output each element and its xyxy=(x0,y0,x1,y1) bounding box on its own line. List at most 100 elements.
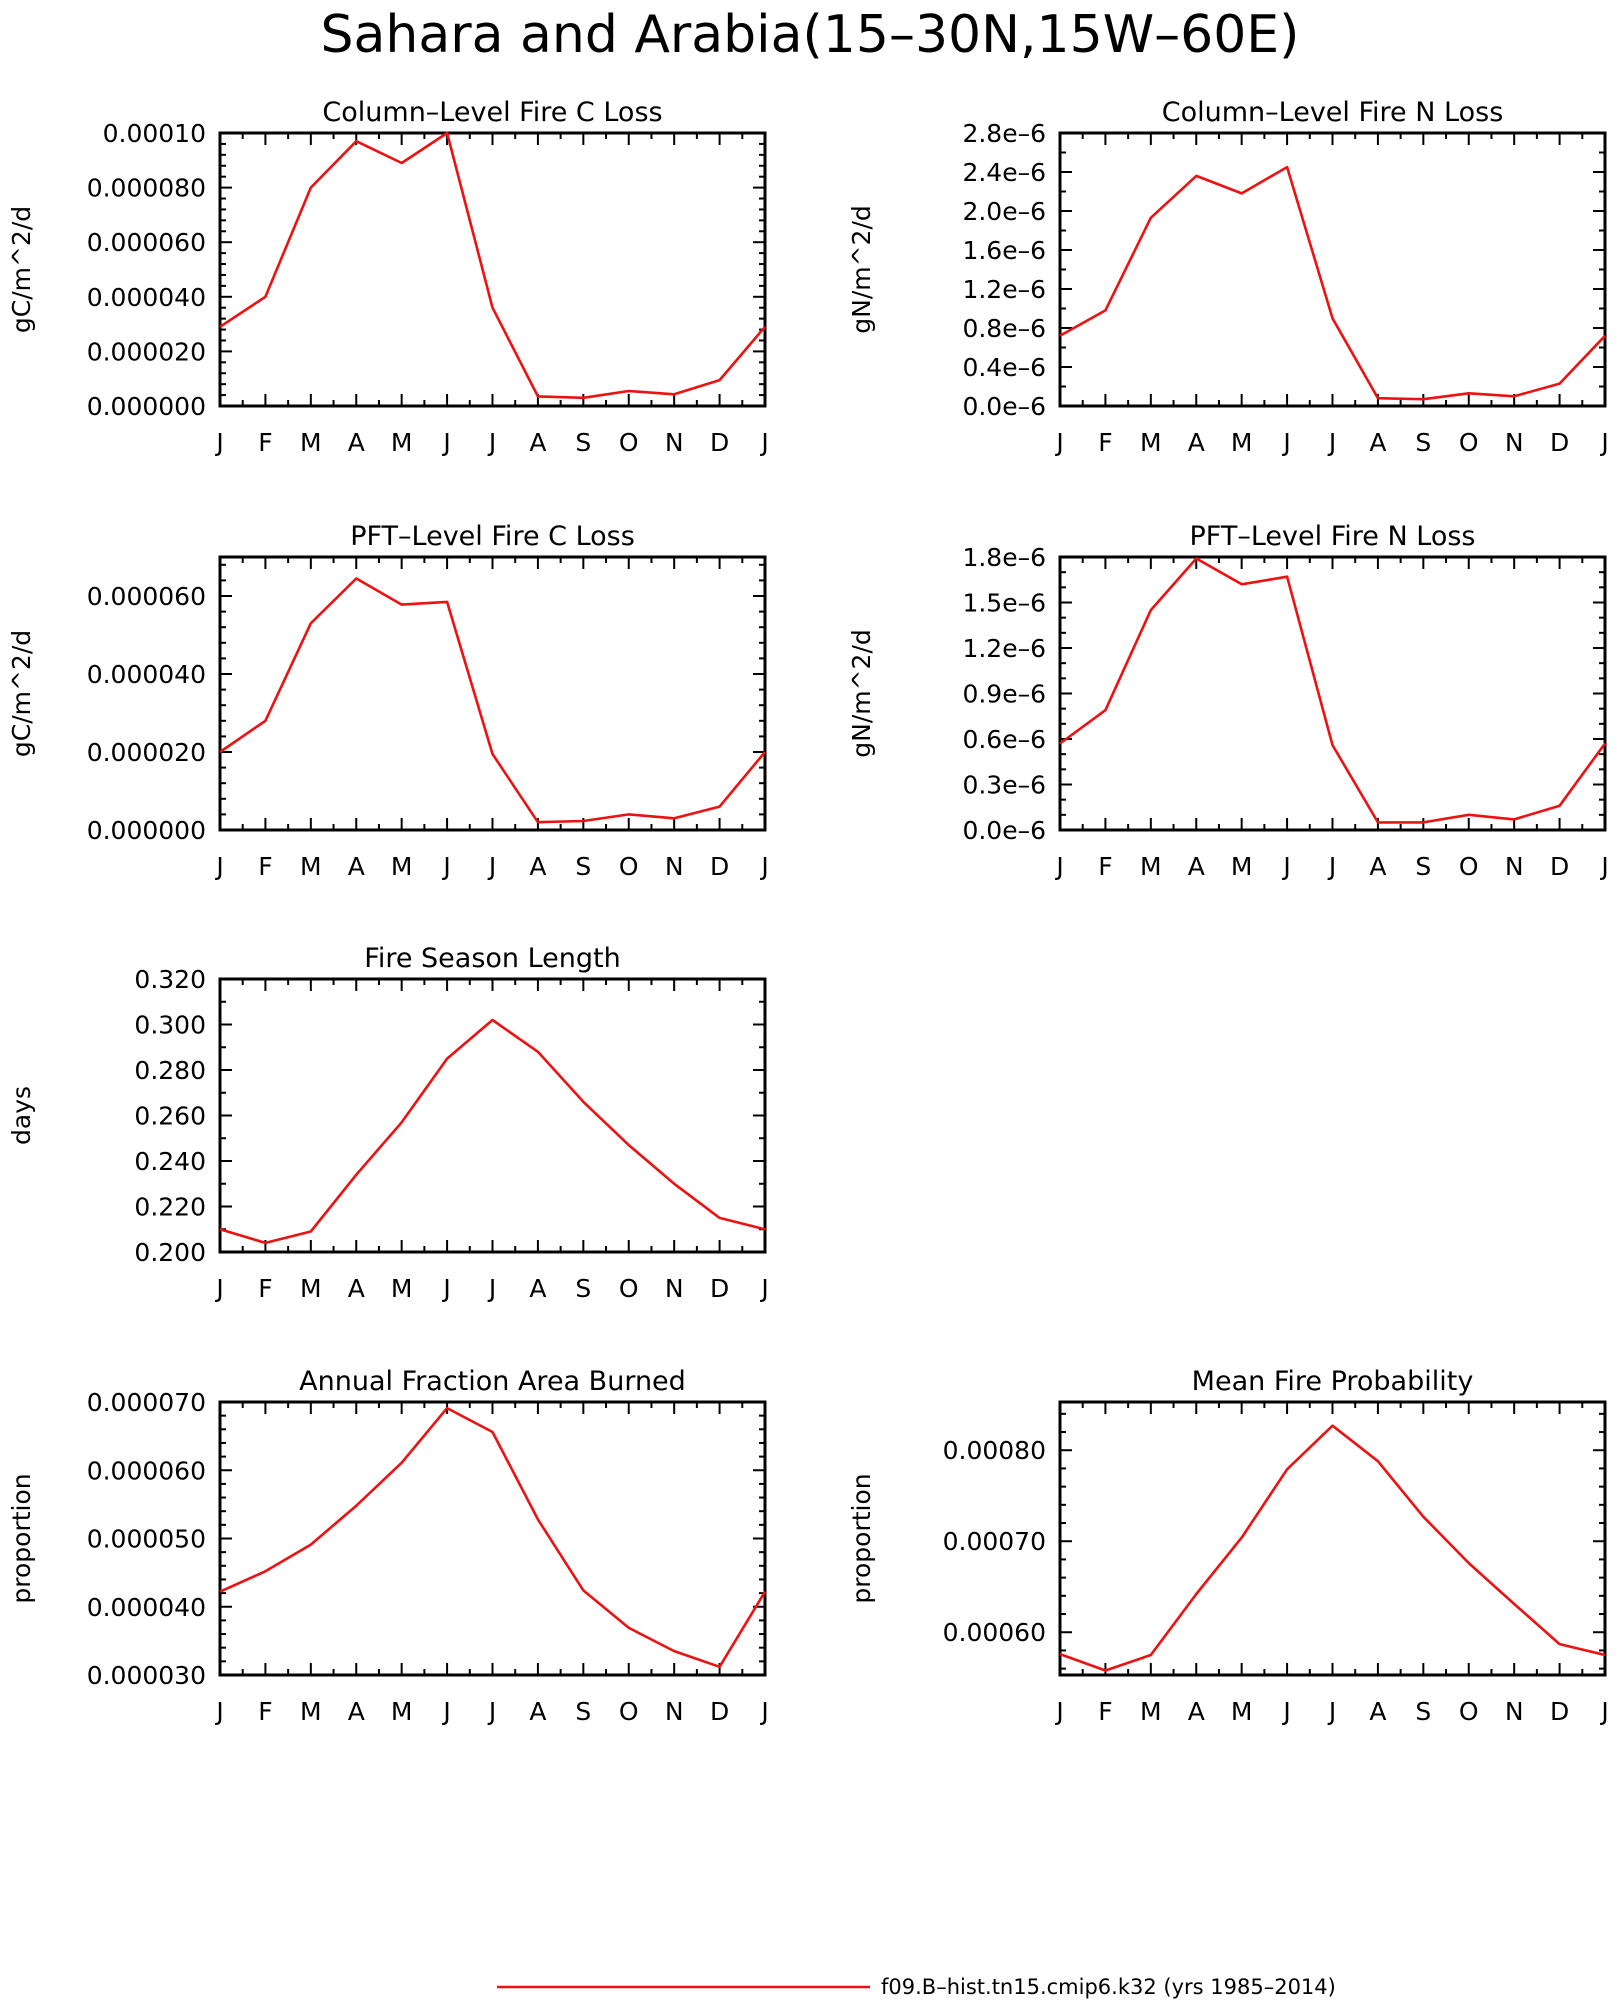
x-tick-label: J xyxy=(441,852,450,881)
y-tick-label: 0.0e–6 xyxy=(962,816,1046,845)
x-tick-label: M xyxy=(391,1274,413,1303)
x-tick-label: J xyxy=(1599,852,1608,881)
x-tick-label: J xyxy=(759,1274,768,1303)
x-tick-label: A xyxy=(1369,852,1386,881)
series-line xyxy=(1059,1424,1606,1672)
y-tick-label: 0.8e–6 xyxy=(962,314,1046,343)
x-tick-label: J xyxy=(214,1274,223,1303)
x-tick-label: A xyxy=(348,1274,365,1303)
plot-frame xyxy=(218,131,767,408)
y-axis-label: proportion xyxy=(847,1473,876,1603)
x-tick-label: J xyxy=(1599,1697,1608,1726)
x-tick-label: M xyxy=(300,852,322,881)
y-axis-label: gN/m^2/d xyxy=(847,629,876,758)
x-tick-label: F xyxy=(1098,428,1112,457)
y-tick-label: 0.000050 xyxy=(87,1525,206,1554)
x-tick-label: D xyxy=(1550,852,1569,881)
y-axis-label: days xyxy=(7,1086,36,1145)
x-tick-label: A xyxy=(1188,1697,1205,1726)
x-tick-label: A xyxy=(348,1697,365,1726)
plot-frame xyxy=(1058,131,1607,408)
x-tick-label: M xyxy=(300,1274,322,1303)
x-tick-label: A xyxy=(348,852,365,881)
series-line xyxy=(1059,165,1606,401)
x-tick-label: J xyxy=(759,1697,768,1726)
x-tick-label: D xyxy=(710,1274,729,1303)
x-tick-label: J xyxy=(214,1697,223,1726)
x-tick-label: J xyxy=(1054,1697,1063,1726)
x-tick-label: J xyxy=(487,1697,496,1726)
x-tick-label: S xyxy=(1415,852,1431,881)
x-tick-label: J xyxy=(1327,428,1336,457)
x-tick-label: O xyxy=(1459,852,1479,881)
x-tick-label: F xyxy=(258,852,272,881)
x-tick-label: A xyxy=(1369,1697,1386,1726)
x-tick-label: J xyxy=(759,852,768,881)
y-tick-label: 0.000080 xyxy=(87,174,206,203)
y-axis-label: gN/m^2/d xyxy=(847,205,876,334)
x-tick-label: O xyxy=(619,852,639,881)
legend: f09.B–hist.tn15.cmip6.k32 (yrs 1985–2014… xyxy=(497,1975,1336,1999)
x-tick-label: O xyxy=(1459,1697,1479,1726)
x-tick-label: D xyxy=(1550,428,1569,457)
plot-frame xyxy=(218,1400,767,1677)
x-tick-label: J xyxy=(214,852,223,881)
x-tick-label: D xyxy=(1550,1697,1569,1726)
series-line xyxy=(219,1018,766,1245)
x-tick-label: A xyxy=(1188,428,1205,457)
y-tick-label: 0.4e–6 xyxy=(962,353,1046,382)
x-tick-label: J xyxy=(441,428,450,457)
x-tick-label: M xyxy=(1140,428,1162,457)
y-tick-label: 1.2e–6 xyxy=(962,275,1046,304)
y-tick-label: 2.4e–6 xyxy=(962,158,1046,187)
x-tick-label: A xyxy=(348,428,365,457)
y-tick-label: 0.6e–6 xyxy=(962,725,1046,754)
x-tick-label: S xyxy=(575,852,591,881)
y-tick-label: 0.000030 xyxy=(87,1661,206,1690)
panel-title: Fire Season Length xyxy=(364,943,620,974)
y-tick-label: 0.000020 xyxy=(87,337,206,366)
x-tick-label: M xyxy=(1231,852,1253,881)
x-tick-label: J xyxy=(1327,1697,1336,1726)
x-tick-label: N xyxy=(1505,1697,1524,1726)
x-tick-label: A xyxy=(529,428,546,457)
y-axis-label: gC/m^2/d xyxy=(7,630,36,757)
x-tick-label: J xyxy=(487,428,496,457)
y-tick-label: 1.2e–6 xyxy=(962,634,1046,663)
y-axis-label: proportion xyxy=(7,1473,36,1603)
series-line xyxy=(219,577,766,824)
y-tick-label: 0.000000 xyxy=(87,392,206,421)
y-tick-label: 0.240 xyxy=(134,1147,206,1176)
x-tick-label: N xyxy=(665,428,684,457)
figure-title: Sahara and Arabia(15–30N,15W–60E) xyxy=(321,5,1300,65)
y-tick-label: 0.0e–6 xyxy=(962,392,1046,421)
y-tick-label: 0.000060 xyxy=(87,1456,206,1485)
y-tick-label: 0.000040 xyxy=(87,660,206,689)
x-tick-label: D xyxy=(710,852,729,881)
panel-title: Column–Level Fire C Loss xyxy=(322,97,662,128)
x-tick-label: N xyxy=(1505,852,1524,881)
x-tick-label: O xyxy=(1459,428,1479,457)
plot-frame xyxy=(218,555,767,832)
x-tick-label: M xyxy=(391,1697,413,1726)
x-tick-label: J xyxy=(1599,428,1608,457)
x-tick-label: J xyxy=(1327,852,1336,881)
x-tick-label: J xyxy=(1281,428,1290,457)
x-tick-label: O xyxy=(619,428,639,457)
x-tick-label: N xyxy=(665,1274,684,1303)
series-line xyxy=(1059,557,1607,824)
y-tick-label: 0.00010 xyxy=(103,119,206,148)
x-tick-label: J xyxy=(487,852,496,881)
x-tick-label: D xyxy=(710,1697,729,1726)
x-tick-label: M xyxy=(1140,1697,1162,1726)
y-tick-label: 2.8e–6 xyxy=(962,119,1046,148)
series-line xyxy=(219,131,766,400)
x-tick-label: M xyxy=(300,428,322,457)
x-tick-label: O xyxy=(619,1274,639,1303)
